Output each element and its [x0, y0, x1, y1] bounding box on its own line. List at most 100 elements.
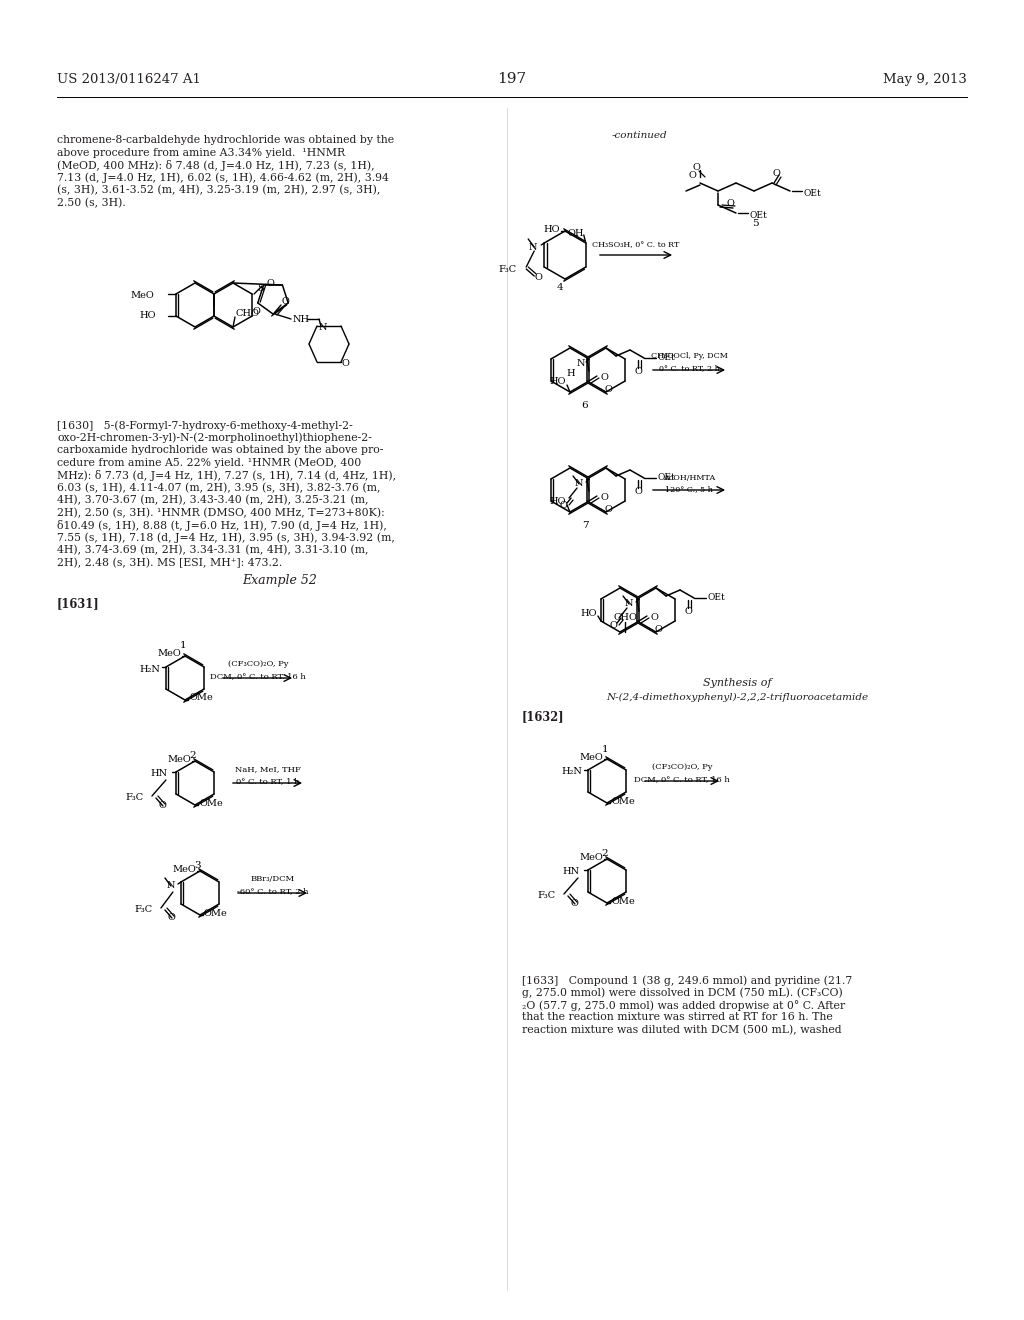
Text: O: O [604, 384, 612, 393]
Text: OEt: OEt [708, 594, 726, 602]
Text: NaH, MeI, THF: NaH, MeI, THF [236, 766, 301, 774]
Text: OMe: OMe [611, 796, 635, 805]
Text: that the reaction mixture was stirred at RT for 16 h. The: that the reaction mixture was stirred at… [522, 1012, 833, 1023]
Text: δ10.49 (s, 1H), 8.88 (t, J=6.0 Hz, 1H), 7.90 (d, J=4 Hz, 1H),: δ10.49 (s, 1H), 8.88 (t, J=6.0 Hz, 1H), … [57, 520, 387, 531]
Text: O: O [772, 169, 780, 177]
Text: O: O [252, 308, 260, 317]
Text: DCM, 0° C. to RT, 16 h: DCM, 0° C. to RT, 16 h [634, 775, 730, 783]
Text: MeO: MeO [580, 752, 603, 762]
Text: DCM, 0° C. to RT. 16 h: DCM, 0° C. to RT. 16 h [210, 672, 306, 680]
Text: N: N [167, 882, 175, 891]
Text: above procedure from amine A3.34% yield.  ¹HNMR: above procedure from amine A3.34% yield.… [57, 148, 345, 157]
Text: 1: 1 [179, 642, 186, 651]
Text: MHz): δ 7.73 (d, J=4 Hz, 1H), 7.27 (s, 1H), 7.14 (d, 4Hz, 1H),: MHz): δ 7.73 (d, J=4 Hz, 1H), 7.27 (s, 1… [57, 470, 396, 480]
Text: HO: HO [550, 378, 566, 387]
Text: MeO: MeO [167, 755, 191, 763]
Text: 2H), 2.50 (s, 3H). ¹HNMR (DMSO, 400 MHz, T=273+80K):: 2H), 2.50 (s, 3H). ¹HNMR (DMSO, 400 MHz,… [57, 507, 385, 517]
Text: H₂N: H₂N [561, 767, 582, 776]
Text: MeO: MeO [158, 649, 181, 659]
Text: reaction mixture was diluted with DCM (500 mL), washed: reaction mixture was diluted with DCM (5… [522, 1026, 842, 1035]
Text: [1633]   Compound 1 (38 g, 249.6 mmol) and pyridine (21.7: [1633] Compound 1 (38 g, 249.6 mmol) and… [522, 975, 852, 986]
Text: H₂N: H₂N [139, 664, 160, 673]
Text: 5: 5 [752, 219, 759, 227]
Text: O: O [601, 372, 609, 381]
Text: CHO: CHO [613, 614, 637, 623]
Text: Example 52: Example 52 [243, 574, 317, 587]
Text: US 2013/0116247 A1: US 2013/0116247 A1 [57, 73, 201, 86]
Text: OMe: OMe [199, 799, 223, 808]
Text: -60° C. to RT, 2 h: -60° C. to RT, 2 h [238, 887, 309, 895]
Text: O: O [684, 607, 692, 616]
Text: May 9, 2013: May 9, 2013 [883, 73, 967, 86]
Text: O: O [634, 487, 642, 496]
Text: HO: HO [550, 498, 566, 507]
Text: NH: NH [293, 314, 310, 323]
Text: O: O [654, 624, 662, 634]
Text: O: O [158, 801, 166, 810]
Text: 2: 2 [602, 850, 608, 858]
Text: N-(2,4-dimethoxyphenyl)-2,2,2-trifluoroacetamide: N-(2,4-dimethoxyphenyl)-2,2,2-trifluoroa… [606, 693, 868, 702]
Text: 120° C., 5 h: 120° C., 5 h [665, 484, 713, 492]
Text: 2H), 2.48 (s, 3H). MS [ESI, MH⁺]: 473.2.: 2H), 2.48 (s, 3H). MS [ESI, MH⁺]: 473.2. [57, 557, 283, 568]
Text: 2: 2 [189, 751, 197, 760]
Text: CH₃SO₃H, 0° C. to RT: CH₃SO₃H, 0° C. to RT [592, 242, 680, 249]
Text: 4: 4 [557, 284, 563, 293]
Text: O: O [167, 913, 175, 923]
Text: N: N [528, 243, 538, 252]
Text: carboxamide hydrochloride was obtained by the above pro-: carboxamide hydrochloride was obtained b… [57, 445, 383, 455]
Text: g, 275.0 mmol) were dissolved in DCM (750 mL). (CF₃CO): g, 275.0 mmol) were dissolved in DCM (75… [522, 987, 843, 998]
Text: ₂O (57.7 g, 275.0 mmol) was added dropwise at 0° C. After: ₂O (57.7 g, 275.0 mmol) was added dropwi… [522, 1001, 845, 1011]
Text: 6: 6 [582, 400, 589, 409]
Text: chromene-8-carbaldehyde hydrochloride was obtained by the: chromene-8-carbaldehyde hydrochloride wa… [57, 135, 394, 145]
Text: N: N [625, 599, 633, 609]
Text: oxo-2H-chromen-3-yl)-N-(2-morpholinoethyl)thiophene-2-: oxo-2H-chromen-3-yl)-N-(2-morpholinoethy… [57, 433, 372, 444]
Text: BBr₃/DCM: BBr₃/DCM [251, 875, 295, 883]
Text: 2.50 (s, 3H).: 2.50 (s, 3H). [57, 198, 126, 207]
Text: MeO: MeO [130, 292, 154, 301]
Text: 197: 197 [498, 73, 526, 86]
Text: HN: HN [151, 770, 168, 779]
Text: CH₃COCl, Py, DCM: CH₃COCl, Py, DCM [650, 352, 727, 360]
Text: HO: HO [544, 224, 560, 234]
Text: AcOH/HMTA: AcOH/HMTA [663, 474, 715, 482]
Text: 4H), 3.70-3.67 (m, 2H), 3.43-3.40 (m, 2H), 3.25-3.21 (m,: 4H), 3.70-3.67 (m, 2H), 3.43-3.40 (m, 2H… [57, 495, 369, 506]
Text: [1632]: [1632] [522, 710, 564, 723]
Text: (CF₃CO)₂O, Py: (CF₃CO)₂O, Py [651, 763, 713, 771]
Text: O: O [604, 504, 612, 513]
Text: [1630]   5-(8-Formyl-7-hydroxy-6-methoxy-4-methyl-2-: [1630] 5-(8-Formyl-7-hydroxy-6-methoxy-4… [57, 420, 352, 430]
Text: O: O [601, 492, 609, 502]
Text: OMe: OMe [189, 693, 213, 702]
Text: N: N [318, 322, 328, 331]
Text: N: N [577, 359, 585, 367]
Text: F₃C: F₃C [498, 264, 516, 273]
Text: O: O [266, 280, 274, 289]
Text: [1631]: [1631] [57, 597, 99, 610]
Text: N: N [574, 479, 583, 488]
Text: Synthesis of: Synthesis of [702, 678, 771, 688]
Text: MeO: MeO [580, 853, 603, 862]
Text: OEt: OEt [804, 189, 821, 198]
Text: O: O [651, 612, 658, 622]
Text: HO: HO [581, 609, 597, 618]
Text: 4H), 3.74-3.69 (m, 2H), 3.34-3.31 (m, 4H), 3.31-3.10 (m,: 4H), 3.74-3.69 (m, 2H), 3.34-3.31 (m, 4H… [57, 545, 369, 556]
Text: 1: 1 [602, 744, 608, 754]
Text: OMe: OMe [204, 908, 227, 917]
Text: -continued: -continued [612, 131, 668, 140]
Text: S: S [257, 284, 264, 293]
Text: F₃C: F₃C [135, 906, 153, 915]
Text: O: O [692, 162, 700, 172]
Text: OMe: OMe [611, 896, 635, 906]
Text: O: O [341, 359, 349, 367]
Text: F₃C: F₃C [538, 891, 556, 900]
Text: (CF₃CO)₂O, Py: (CF₃CO)₂O, Py [227, 660, 288, 668]
Text: HO: HO [139, 312, 156, 321]
Text: OEt: OEt [658, 474, 676, 483]
Text: CHO: CHO [234, 309, 259, 318]
Text: 0° C. to RT, 2 h: 0° C. to RT, 2 h [658, 364, 720, 372]
Text: O: O [609, 622, 617, 631]
Text: O: O [559, 502, 567, 511]
Text: OH: OH [567, 228, 584, 238]
Text: (MeOD, 400 MHz): δ 7.48 (d, J=4.0 Hz, 1H), 7.23 (s, 1H),: (MeOD, 400 MHz): δ 7.48 (d, J=4.0 Hz, 1H… [57, 160, 375, 172]
Text: 7.55 (s, 1H), 7.18 (d, J=4 Hz, 1H), 3.95 (s, 3H), 3.94-3.92 (m,: 7.55 (s, 1H), 7.18 (d, J=4 Hz, 1H), 3.95… [57, 532, 395, 543]
Text: 3: 3 [195, 862, 202, 870]
